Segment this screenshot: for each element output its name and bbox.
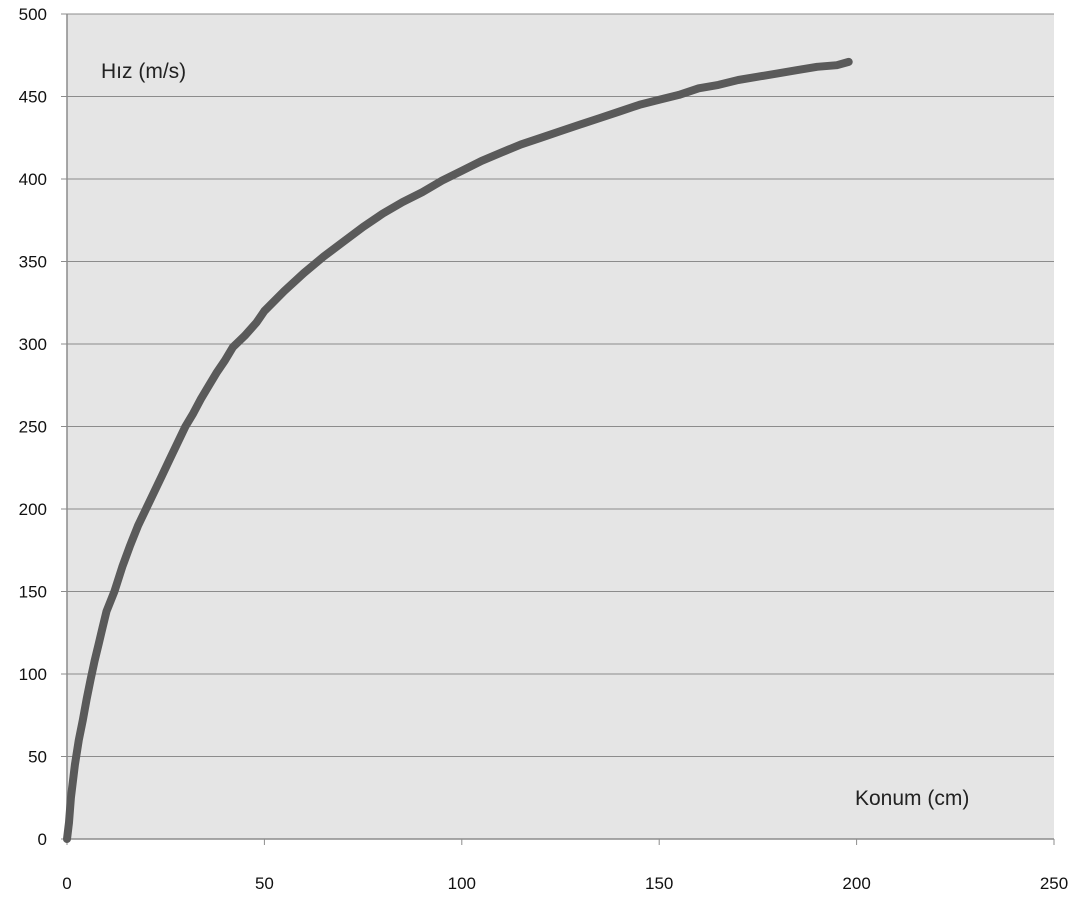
x-tick-label: 50 (255, 874, 274, 893)
y-tick-label: 0 (38, 830, 47, 849)
x-tick-label: 100 (448, 874, 476, 893)
x-tick-label: 250 (1040, 874, 1068, 893)
y-tick-label: 50 (28, 748, 47, 767)
y-tick-label: 250 (19, 418, 47, 437)
x-axis-title: Konum (cm) (855, 787, 969, 810)
x-tick-label: 150 (645, 874, 673, 893)
series-line (63, 57, 853, 843)
x-tick-label: 200 (842, 874, 870, 893)
y-tick-label: 150 (19, 583, 47, 602)
y-tick-label: 350 (19, 253, 47, 272)
y-tick-label: 100 (19, 665, 47, 684)
y-tick-label: 300 (19, 335, 47, 354)
y-tick-label: 200 (19, 500, 47, 519)
y-tick-labels: 0 50 100 150 200 250 300 350 400 450 500 (19, 5, 67, 849)
y-tick-label: 500 (19, 5, 47, 24)
y-axis-title: Hız (m/s) (101, 60, 186, 83)
y-tick-label: 400 (19, 170, 47, 189)
gridlines (67, 13, 1054, 757)
x-tick-labels: 0 50 100 150 200 250 (62, 839, 1068, 893)
y-tick-label: 450 (19, 88, 47, 107)
x-tick-label: 0 (62, 874, 71, 893)
